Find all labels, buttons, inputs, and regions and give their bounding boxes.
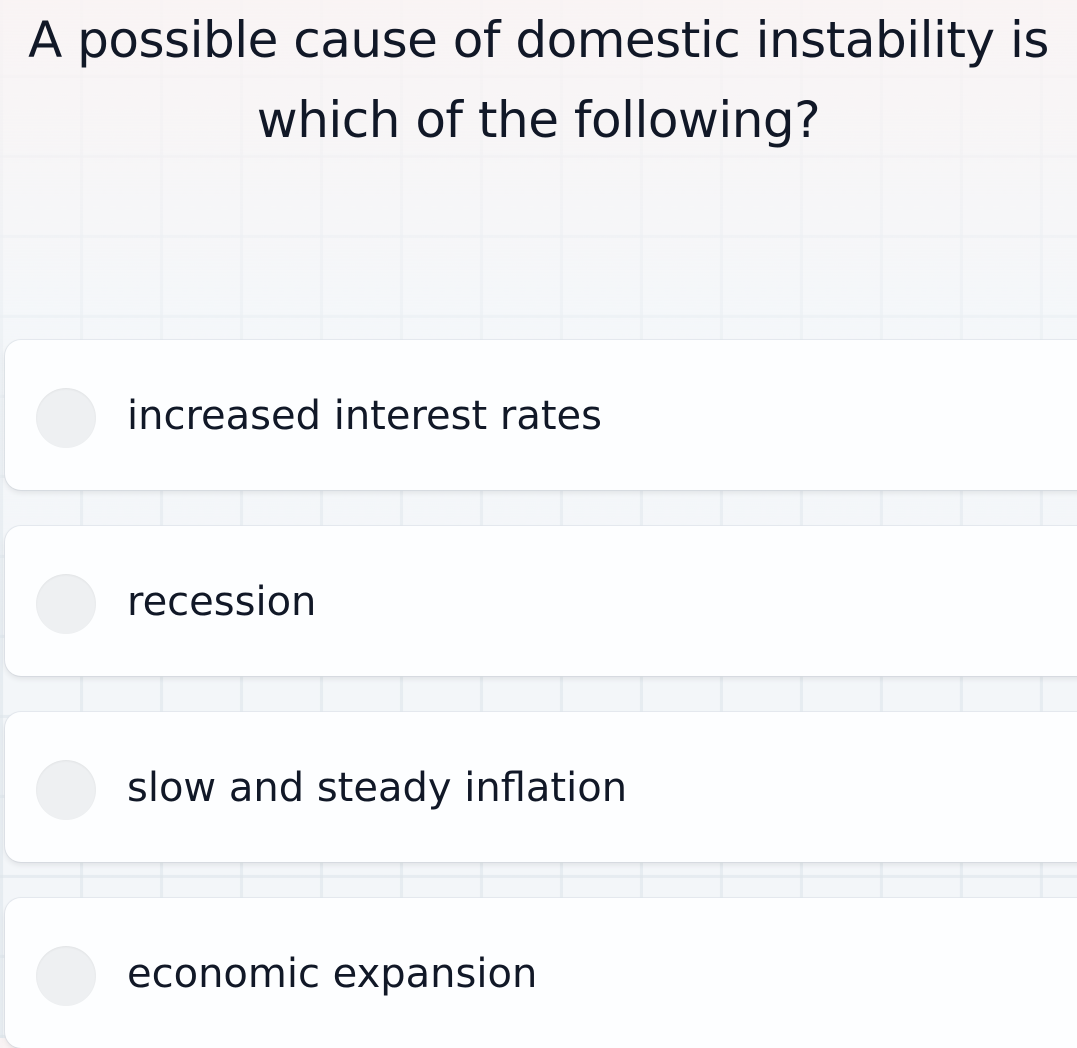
question-text: A possible cause of domestic instability… <box>28 11 1049 149</box>
option-economic-expansion[interactable]: economic expansion <box>5 898 1077 1048</box>
option-label: economic expansion <box>127 951 538 997</box>
radio-button-icon[interactable] <box>36 946 96 1006</box>
option-increased-interest-rates[interactable]: increased interest rates <box>5 340 1077 490</box>
option-label: slow and steady inflation <box>127 765 628 811</box>
option-slow-and-steady-inflation[interactable]: slow and steady inflation <box>5 712 1077 862</box>
radio-button-icon[interactable] <box>36 574 96 634</box>
option-label: recession <box>127 579 317 625</box>
option-recession[interactable]: recession <box>5 526 1077 676</box>
radio-button-icon[interactable] <box>36 388 96 448</box>
radio-button-icon[interactable] <box>36 760 96 820</box>
option-label: increased interest rates <box>127 393 602 439</box>
